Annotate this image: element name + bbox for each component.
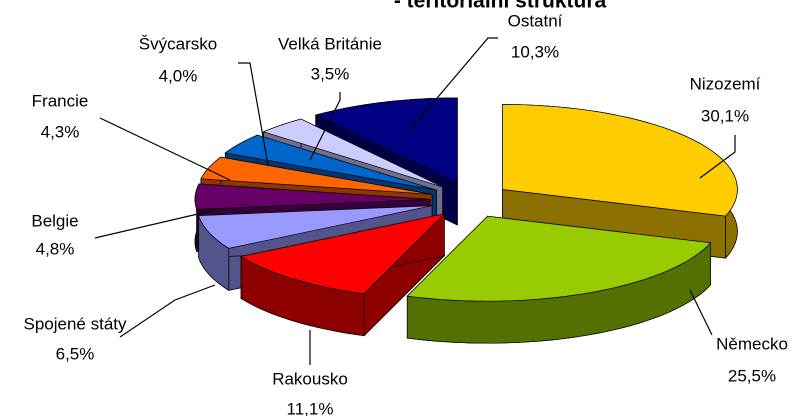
leader-line [119,284,216,338]
leader-line [689,289,713,336]
slice [406,215,712,344]
leader-line [238,62,269,166]
slice [240,212,446,337]
slice-label: Rakousko [272,369,348,388]
leader-line [94,209,216,239]
value-label: 4,0% [159,66,198,85]
leader-line [699,135,736,179]
value-label: 4,3% [41,122,80,141]
value-label: 4,8% [36,239,75,258]
value-label: 10,3% [511,42,559,61]
value-label: 30,1% [701,106,749,125]
slice-label: Švýcarsko [139,34,217,53]
slice-top [240,213,446,295]
chart-title: - teritoriální struktura [394,0,607,13]
slice-label: Ostatní [508,11,563,30]
slice-top [262,118,443,188]
slice-label: Nizozemí [690,74,761,93]
slice-label: Německo [716,334,788,353]
value-label: 11,1% [287,399,334,416]
slice-label: Spojené státy [23,314,127,333]
slice-top [406,215,712,302]
slice-top [224,134,437,191]
value-label: 6,5% [56,344,95,363]
leader-line [309,92,341,161]
slice-top [194,183,431,210]
leader-line [99,117,231,181]
slice-label: Velká Británie [278,34,382,53]
slice-top [198,205,433,249]
slice-top [502,104,738,217]
slice-label: Francie [32,91,89,110]
leader-line [409,37,498,131]
value-label: 3,5% [311,64,350,83]
value-label: 25,5% [728,366,776,385]
slice-label: Belgie [31,211,78,230]
slice-top [200,156,433,195]
